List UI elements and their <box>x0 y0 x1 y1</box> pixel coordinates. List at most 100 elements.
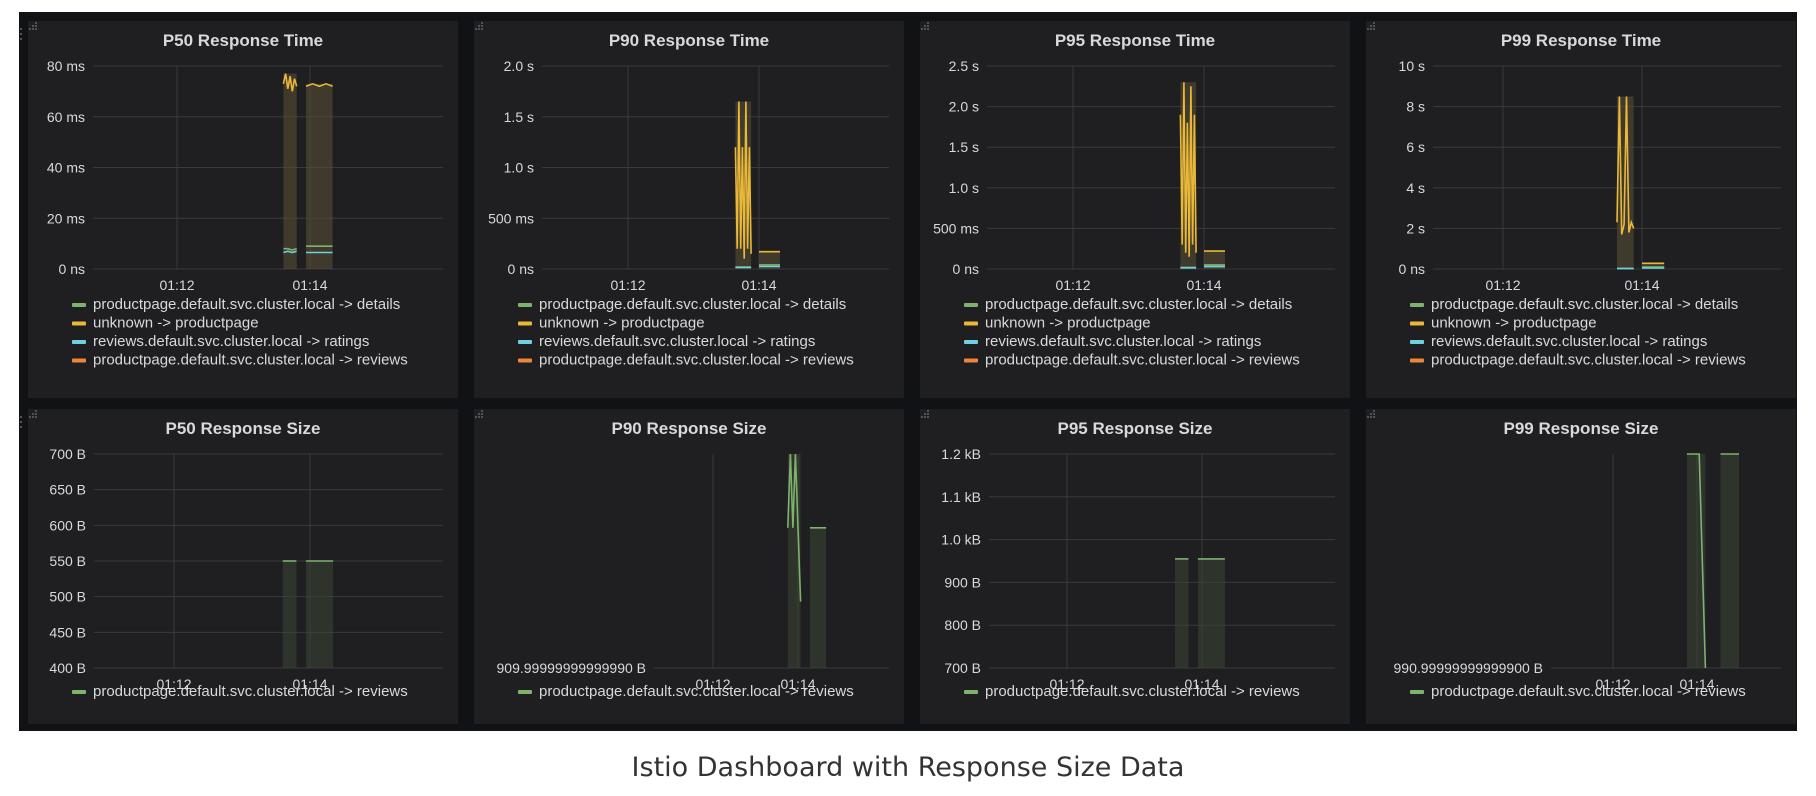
panel-title: P95 Response Time <box>1055 31 1215 50</box>
legend-label: reviews.default.svc.cluster.local -> rat… <box>985 333 1261 350</box>
grip-dot <box>927 410 929 412</box>
y-tick-label: 1.2 kB <box>941 446 981 462</box>
y-tick-label: 4 s <box>1406 180 1425 196</box>
resize-grip-icon[interactable] <box>920 409 930 419</box>
area-fill <box>282 561 297 668</box>
grip-dot <box>481 410 483 412</box>
grip-dot <box>478 416 480 418</box>
y-tick-label: 909.99999999999990 B <box>497 660 646 676</box>
legend-label: productpage.default.svc.cluster.local ->… <box>93 352 408 369</box>
grip-dot <box>921 28 923 30</box>
series-line <box>283 250 297 254</box>
grip-dot <box>924 28 926 30</box>
area-fill <box>1197 558 1225 668</box>
grip-dot <box>1370 416 1372 418</box>
resize-grip-icon[interactable] <box>28 21 38 31</box>
grip-dot <box>32 413 34 415</box>
legend-swatch <box>1410 340 1424 344</box>
dashboard: P50 Response Time 80 ms 60 ms 40 ms 20 ms 0 n… <box>19 12 1797 731</box>
legend-label: productpage.default.svc.cluster.local ->… <box>1431 352 1746 369</box>
series-line <box>787 453 802 602</box>
x-tick-label: 01:12 <box>695 676 730 692</box>
grip-dot <box>927 416 929 418</box>
grip-dot <box>927 28 929 30</box>
area-fill <box>809 527 827 668</box>
grip-dot <box>478 28 480 30</box>
x-tick-label: 01:14 <box>1624 277 1659 293</box>
panel-p50-response-size[interactable]: P50 Response Size 700 B 650 B 600 B 550 B 500… <box>28 409 458 724</box>
legend-swatch <box>72 358 86 363</box>
grip-dot <box>481 22 483 24</box>
area-fill <box>1175 558 1189 668</box>
panel-p99-response-size[interactable]: P99 Response Size 990.99999999999900 B 01:… <box>1366 409 1796 724</box>
panel-p90-response-size[interactable]: P90 Response Size 909.99999999999990 B 01:… <box>474 409 904 724</box>
grip-dot <box>1370 413 1372 415</box>
area-fill <box>306 83 333 269</box>
grip-dot <box>35 25 37 27</box>
grip-dot <box>478 25 480 27</box>
y-tick-label: 80 ms <box>47 58 85 74</box>
chart-svg: P99 Response Size 990.99999999999900 B 01:… <box>1394 419 1781 700</box>
grip-dot <box>1373 22 1375 24</box>
grip-dot <box>1367 416 1369 418</box>
grip-dot <box>924 413 926 415</box>
grip-dot <box>478 413 480 415</box>
x-tick-label: 01:12 <box>1055 277 1090 293</box>
x-tick-label: 01:14 <box>780 676 815 692</box>
legend-swatch <box>518 321 532 326</box>
resize-grip-icon[interactable] <box>1366 21 1376 31</box>
legend-label: reviews.default.svc.cluster.local -> rat… <box>93 333 369 350</box>
y-tick-label: 1.1 kB <box>941 489 981 505</box>
resize-grip-icon[interactable] <box>28 409 38 419</box>
grip-dot <box>29 416 31 418</box>
y-tick-label: 700 B <box>944 660 981 676</box>
area-fill <box>283 73 297 269</box>
chart-svg: P90 Response Time 2.0 s 1.5 s 1.0 s 500 ms 0 … <box>488 31 889 369</box>
y-tick-label: 900 B <box>944 574 981 590</box>
legend-swatch <box>1410 690 1424 694</box>
panel-p90-response-time[interactable]: P90 Response Time 2.0 s 1.5 s 1.0 s 500 ms 0 … <box>474 21 904 398</box>
y-tick-label: 700 B <box>49 446 86 462</box>
panel-p95-response-size[interactable]: P95 Response Size 1.2 kB 1.1 kB 1.0 kB 900 B… <box>920 409 1350 724</box>
legend-label: productpage.default.svc.cluster.local ->… <box>1431 296 1738 313</box>
chart-svg: P50 Response Time 80 ms 60 ms 40 ms 20 ms 0 n… <box>47 31 443 369</box>
row-drag-handle[interactable] <box>19 414 23 434</box>
grip-dot <box>481 28 483 30</box>
plot-area <box>787 453 827 668</box>
resize-grip-icon[interactable] <box>474 21 484 31</box>
plot-area <box>734 101 780 270</box>
grip-dot <box>475 28 477 30</box>
y-tick-label: 550 B <box>49 553 86 569</box>
resize-grip-icon[interactable] <box>920 21 930 31</box>
legend-label: productpage.default.svc.cluster.local ->… <box>539 296 846 313</box>
y-tick-label: 800 B <box>944 617 981 633</box>
legend-swatch <box>518 340 532 344</box>
y-tick-label: 1.5 s <box>504 109 534 125</box>
panel-p95-response-time[interactable]: P95 Response Time 2.5 s 2.0 s 1.5 s 1.0 s 500… <box>920 21 1350 398</box>
grip-dot <box>924 25 926 27</box>
y-tick-label: 6 s <box>1406 139 1425 155</box>
row-drag-handle[interactable] <box>19 26 23 46</box>
plot-area <box>282 560 334 668</box>
resize-grip-icon[interactable] <box>1366 409 1376 419</box>
series-line <box>1179 82 1197 257</box>
x-tick-label: 01:14 <box>292 277 327 293</box>
grip-dot <box>1370 25 1372 27</box>
resize-grip-icon[interactable] <box>474 409 484 419</box>
legend-label: unknown -> productpage <box>1431 315 1597 332</box>
panel-title: P90 Response Size <box>612 419 767 438</box>
panel-p99-response-time[interactable]: P99 Response Time 10 s 8 s 6 s 4 s 2 s 0 ns 01:… <box>1366 21 1796 398</box>
grip-dot <box>921 416 923 418</box>
area-fill <box>1720 454 1739 668</box>
grip-dot <box>927 413 929 415</box>
grip-dot <box>1373 413 1375 415</box>
series-line <box>282 73 298 92</box>
panel-p50-response-time[interactable]: P50 Response Time 80 ms 60 ms 40 ms 20 ms 0 n… <box>28 21 458 398</box>
y-tick-label: 500 ms <box>933 220 979 236</box>
legend-swatch <box>1410 358 1424 363</box>
plot-area <box>1179 82 1225 269</box>
series-line <box>1616 96 1635 235</box>
plot-area <box>1616 96 1665 270</box>
y-tick-label: 0 ns <box>508 261 534 277</box>
area-fill <box>1642 263 1665 269</box>
